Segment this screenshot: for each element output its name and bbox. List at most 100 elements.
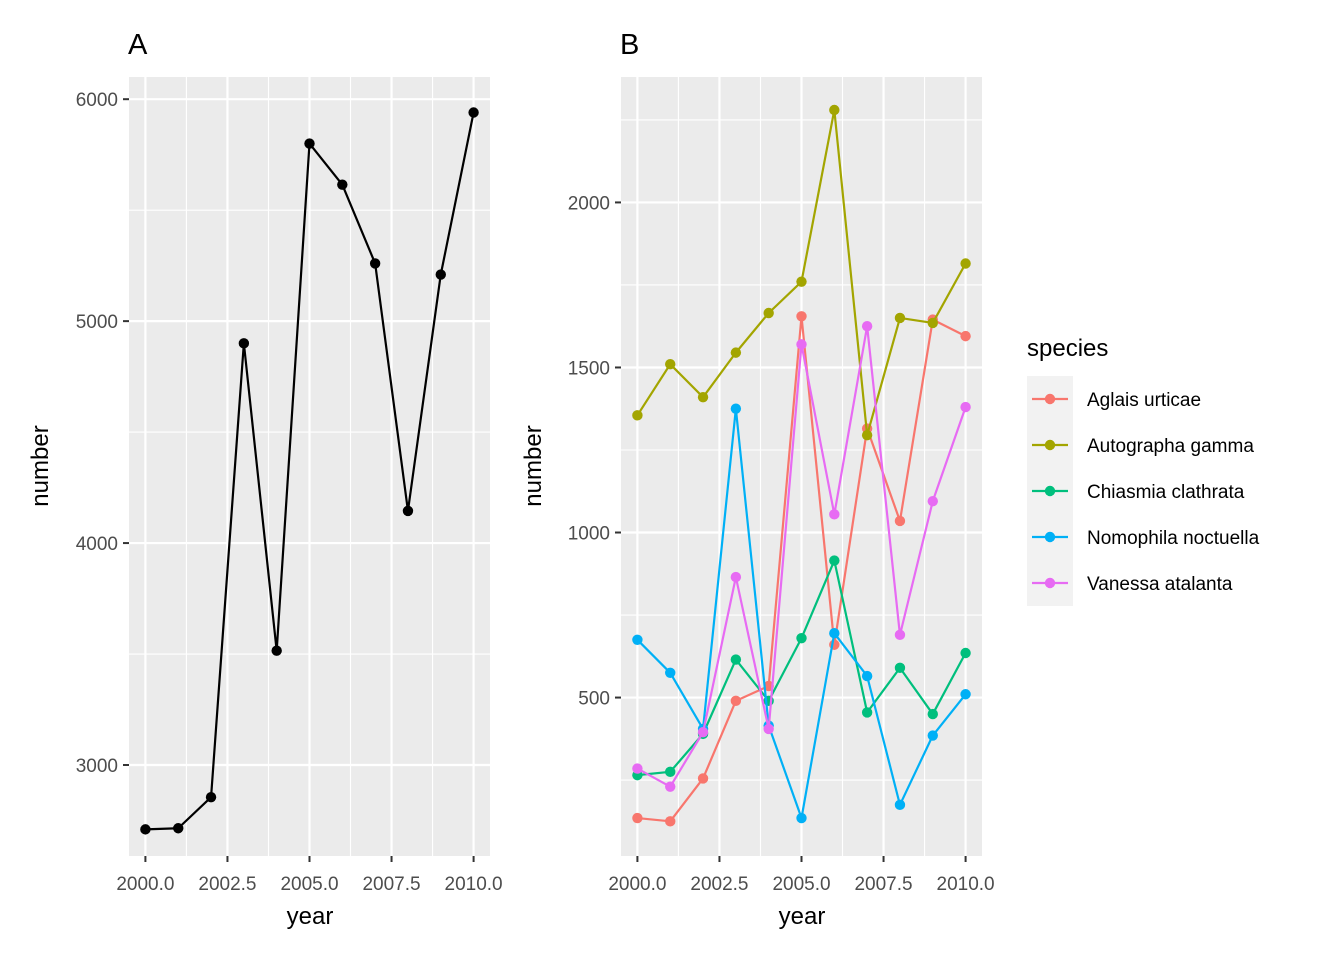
data-point xyxy=(435,269,446,280)
data-point xyxy=(796,632,807,644)
panel-b-series xyxy=(632,104,971,827)
panel-a-grid xyxy=(129,77,490,856)
legend-label: Vanessa atalanta xyxy=(1087,574,1233,595)
legend-items: Aglais urticae Autographa gamma Chiasmia c… xyxy=(1032,390,1260,595)
legend-key-point xyxy=(1044,577,1056,589)
panel-a-series xyxy=(140,107,479,835)
x-tick-label: 2005.0 xyxy=(280,874,338,895)
data-point xyxy=(829,627,840,639)
x-tick-label: 2002.5 xyxy=(198,874,256,895)
data-point xyxy=(829,555,840,566)
legend-label: Aglais urticae xyxy=(1087,390,1201,411)
data-point xyxy=(960,401,971,413)
legend-title: species xyxy=(1027,335,1108,362)
data-point xyxy=(960,258,971,269)
data-point xyxy=(697,391,709,403)
panel-b-y-axis: 500 1000 1500 2000 xyxy=(568,193,621,710)
data-point xyxy=(238,338,250,349)
legend-label: Nomophila noctuella xyxy=(1087,528,1260,549)
data-point xyxy=(665,781,676,792)
y-tick-label: 2000 xyxy=(568,193,610,214)
data-point xyxy=(632,763,643,774)
data-point xyxy=(402,505,414,517)
data-point xyxy=(632,634,643,645)
legend: species Aglais urticae Autographa gamma Ch… xyxy=(1027,335,1260,606)
data-point xyxy=(796,276,807,287)
panel-b-x-axis-title: year xyxy=(779,903,826,930)
legend-key-point xyxy=(1044,439,1056,451)
data-point xyxy=(927,708,938,720)
y-tick-label: 1000 xyxy=(568,524,610,545)
y-tick-label: 500 xyxy=(578,689,610,710)
data-point xyxy=(796,339,807,350)
data-point xyxy=(730,571,742,583)
legend-item: Vanessa atalanta xyxy=(1032,574,1233,595)
legend-item: Nomophila noctuella xyxy=(1032,528,1260,549)
data-point xyxy=(796,311,807,322)
panel-b-y-axis-title: number xyxy=(520,425,547,506)
data-point xyxy=(763,307,774,319)
legend-key-point xyxy=(1044,531,1056,543)
data-point xyxy=(271,645,282,656)
x-tick-label: 2007.5 xyxy=(854,874,912,895)
x-tick-label: 2010.0 xyxy=(937,874,995,895)
data-point xyxy=(468,107,479,118)
legend-key-point xyxy=(1044,485,1056,497)
data-point xyxy=(894,629,906,641)
panel-b-x-axis: 2000.0 2002.5 2005.0 2007.5 2010.0 xyxy=(608,856,995,895)
legend-item: Aglais urticae xyxy=(1032,390,1201,411)
data-point xyxy=(796,812,807,824)
x-tick-label: 2007.5 xyxy=(362,874,420,895)
data-point xyxy=(894,515,906,527)
data-point xyxy=(369,258,381,269)
data-point xyxy=(665,816,676,827)
data-point xyxy=(205,791,217,803)
data-point xyxy=(730,695,742,707)
y-tick-label: 5000 xyxy=(76,312,118,333)
data-point xyxy=(960,689,971,700)
data-point xyxy=(730,347,742,358)
data-point xyxy=(894,312,906,324)
panel-a-tag: A xyxy=(128,29,148,61)
data-point xyxy=(304,138,315,149)
panel-a-x-axis: 2000.0 2002.5 2005.0 2007.5 2010.0 xyxy=(116,856,503,895)
data-point xyxy=(665,358,676,370)
data-point xyxy=(927,495,938,507)
data-point xyxy=(337,179,348,190)
data-point xyxy=(829,104,840,116)
data-point xyxy=(173,823,184,834)
legend-label: Autographa gamma xyxy=(1087,436,1254,457)
legend-item: Chiasmia clathrata xyxy=(1032,482,1245,503)
data-point xyxy=(730,403,742,414)
data-point xyxy=(730,654,742,665)
data-point xyxy=(697,773,709,784)
data-point xyxy=(829,509,840,520)
y-tick-label: 4000 xyxy=(76,534,118,555)
y-tick-label: 6000 xyxy=(76,90,118,111)
data-point xyxy=(894,799,906,811)
y-tick-label: 1500 xyxy=(568,358,610,379)
data-point xyxy=(861,670,873,682)
panel-b: B 500 1000 1500 2000 2000.0 2002.5 2005.0 2007… xyxy=(520,29,1260,930)
x-tick-label: 2010.0 xyxy=(445,874,503,895)
legend-key-point xyxy=(1044,393,1056,405)
data-point xyxy=(894,662,906,674)
data-point xyxy=(632,410,643,421)
legend-item: Autographa gamma xyxy=(1032,436,1254,457)
data-point xyxy=(665,667,676,679)
data-point xyxy=(861,707,873,718)
y-tick-label: 3000 xyxy=(76,756,118,777)
panel-a-x-axis-title: year xyxy=(287,903,334,930)
data-point xyxy=(861,321,873,332)
x-tick-label: 2005.0 xyxy=(772,874,830,895)
x-tick-label: 2000.0 xyxy=(608,874,666,895)
data-point xyxy=(927,730,938,741)
panel-a-y-axis: 3000 4000 5000 6000 xyxy=(76,90,129,777)
legend-label: Chiasmia clathrata xyxy=(1087,482,1245,503)
data-point xyxy=(140,824,151,835)
x-tick-label: 2002.5 xyxy=(690,874,748,895)
data-point xyxy=(960,330,971,342)
data-point xyxy=(861,429,873,441)
